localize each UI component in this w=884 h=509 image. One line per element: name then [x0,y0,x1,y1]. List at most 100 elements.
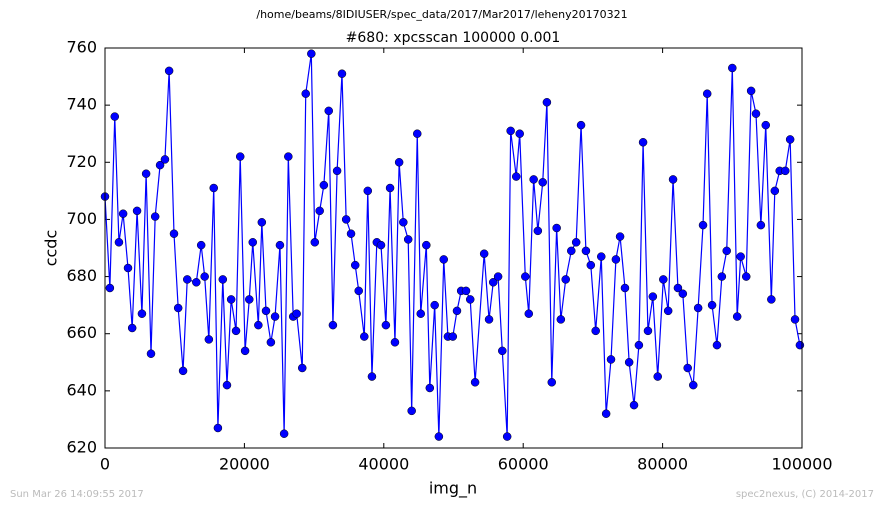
data-point [785,135,795,144]
data-point [192,278,201,287]
data-point [732,312,742,321]
footer-right: spec2nexus, (C) 2014-2017 [736,489,874,500]
data-point [693,303,703,313]
data-point [615,232,625,241]
data-point [416,309,425,318]
data-point [448,332,458,341]
suptitle: /home/beams/8IDIUSER/spec_data/2017/Mar2… [256,8,627,21]
x-tick-label: 100000 [771,455,832,474]
data-point [790,315,800,324]
data-point [581,246,591,256]
data-point [597,252,606,261]
data-point [488,278,498,287]
data-point [556,315,566,324]
data-point [310,238,320,247]
data-point [261,306,271,316]
data-point [648,292,658,301]
data-point [538,178,547,187]
data-point [407,406,416,416]
data-point [354,286,363,296]
data-point [114,238,124,247]
data-point [683,363,692,373]
data-point [659,275,668,284]
data-point [629,400,639,410]
data-point [498,346,507,356]
data-point [728,63,737,73]
data-point [515,129,524,138]
data-point [533,226,543,236]
data-point [767,295,776,304]
data-point [298,363,307,373]
data-point [736,252,745,261]
data-point [209,183,218,193]
data-point [673,283,683,293]
data-point [110,112,120,121]
data-point [434,432,444,441]
data-point [479,249,489,258]
data-point [218,275,228,284]
data-point [257,218,267,227]
y-tick-label: 760 [66,38,97,57]
data-point [547,378,557,387]
data-point [561,275,570,284]
data-point [756,220,766,230]
data-point [529,175,538,184]
data-point [301,89,310,98]
data-point [367,372,377,381]
data-point [169,229,179,238]
data-point [678,289,688,298]
y-tick-label: 740 [66,95,97,114]
data-point [751,109,761,118]
data-point [346,229,356,238]
data-point [620,283,630,293]
data-point [324,106,333,116]
data-point [493,272,503,281]
x-tick-label: 80000 [637,455,688,474]
data-point [275,240,285,250]
data-point [611,255,621,264]
data-point [245,295,254,304]
data-point [795,340,805,350]
data-point [284,152,293,161]
data-point [591,326,600,336]
data-point [155,160,165,170]
data-point [702,89,712,98]
data-point [403,235,413,244]
data-point [385,183,395,193]
data-point [341,215,351,224]
data-point [182,275,192,284]
data-point [315,206,324,216]
x-tick-label: 60000 [498,455,549,474]
data-point [160,155,170,164]
data-point [521,272,530,281]
data-point [761,120,771,130]
data-point [178,366,188,376]
data-point [413,129,422,138]
data-point [668,175,678,184]
data-point [689,380,698,390]
y-axis-label: ccdc [42,230,61,267]
data-point [350,260,360,270]
data-point [470,378,480,387]
data-point [722,246,731,256]
data-point [552,223,561,233]
data-point [465,295,475,304]
data-point [653,372,662,381]
data-point [439,255,448,264]
data-point [118,209,128,218]
data-point [770,186,780,196]
data-point [213,423,223,433]
data-point [332,166,342,176]
y-tick-label: 620 [66,438,97,457]
chart-title: #680: xpcsscan 100000 0.001 [346,30,561,46]
data-point [643,326,653,336]
x-tick-label: 40000 [358,455,409,474]
data-point [235,152,245,161]
data-point [452,306,462,316]
data-point [624,358,634,367]
y-tick-label: 680 [66,266,97,285]
x-tick-label: 20000 [219,455,270,474]
data-point [307,49,316,58]
y-tick-label: 720 [66,152,97,171]
